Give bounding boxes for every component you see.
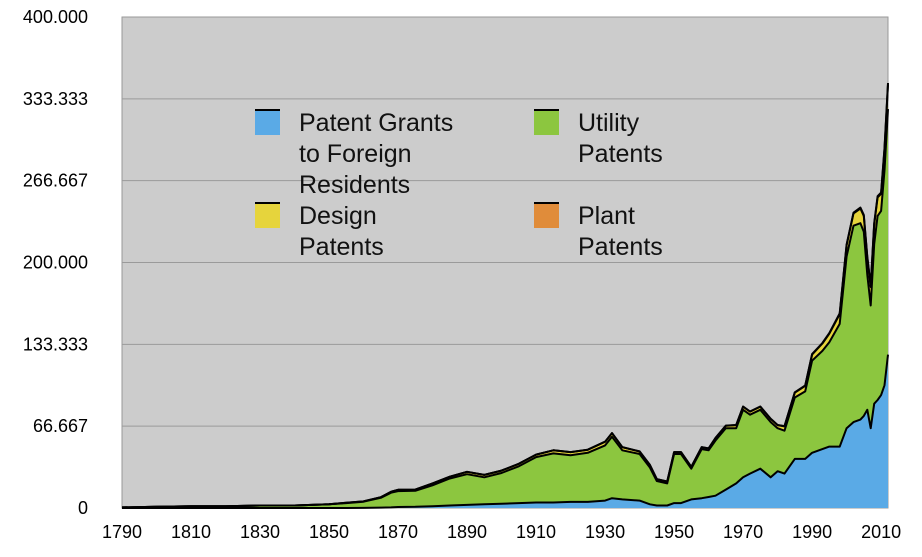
y-tick-label: 200.000 (23, 253, 88, 273)
y-tick-label: 400.000 (23, 7, 88, 27)
x-tick-label: 1810 (171, 522, 211, 542)
area-series-0 (122, 354, 888, 508)
legend-label: Residents (299, 171, 410, 199)
series-outline-0 (122, 354, 889, 509)
y-tick-label: 0 (78, 498, 88, 518)
legend-swatch (255, 110, 280, 135)
x-tick-label: 1950 (654, 522, 694, 542)
legend-label: Patents (578, 140, 663, 168)
legend-label: Plant (578, 202, 635, 230)
legend-item: Design Patents (255, 202, 384, 261)
legend-item: Patent Grants to Foreign Residents (255, 109, 453, 199)
x-tick-label: 1870 (378, 522, 418, 542)
stacked-areas (122, 83, 888, 508)
y-tick-label: 133.333 (23, 334, 88, 354)
y-tick-label: 333.333 (23, 89, 88, 109)
legend-label: Design (299, 202, 377, 230)
series-outline-3 (121, 82, 889, 509)
x-tick-label: 1830 (240, 522, 280, 542)
x-axis-tick-labels: 1790 1810 1830 1850 1870 1890 1910 1930 1950 1970… (102, 522, 901, 542)
legend-item: Utility Patents (534, 109, 663, 168)
legend: Patent Grants to Foreign Residents Utility P… (255, 109, 663, 261)
y-tick-label: 266.667 (23, 171, 88, 191)
legend-label: Utility (578, 109, 640, 137)
series-outlines (121, 82, 889, 509)
legend-swatch (534, 110, 559, 135)
x-tick-label: 1790 (102, 522, 142, 542)
legend-swatch (534, 203, 559, 228)
legend-label: Patent Grants (299, 109, 453, 137)
x-tick-label: 1990 (792, 522, 832, 542)
legend-label: Patents (578, 233, 663, 261)
legend-item: Plant Patents (534, 202, 663, 261)
legend-label: Patents (299, 233, 384, 261)
x-tick-label: 1890 (447, 522, 487, 542)
x-tick-label: 2010 (861, 522, 901, 542)
x-tick-label: 1910 (516, 522, 556, 542)
legend-swatch (255, 203, 280, 228)
y-axis-tick-labels: 0 66.667 133.333 200.000 266.667 333.333 400.0… (23, 7, 88, 518)
x-tick-label: 1970 (723, 522, 763, 542)
legend-label: to Foreign (299, 140, 412, 168)
x-tick-label: 1930 (585, 522, 625, 542)
x-tick-label: 1850 (309, 522, 349, 542)
y-tick-label: 66.667 (33, 416, 88, 436)
